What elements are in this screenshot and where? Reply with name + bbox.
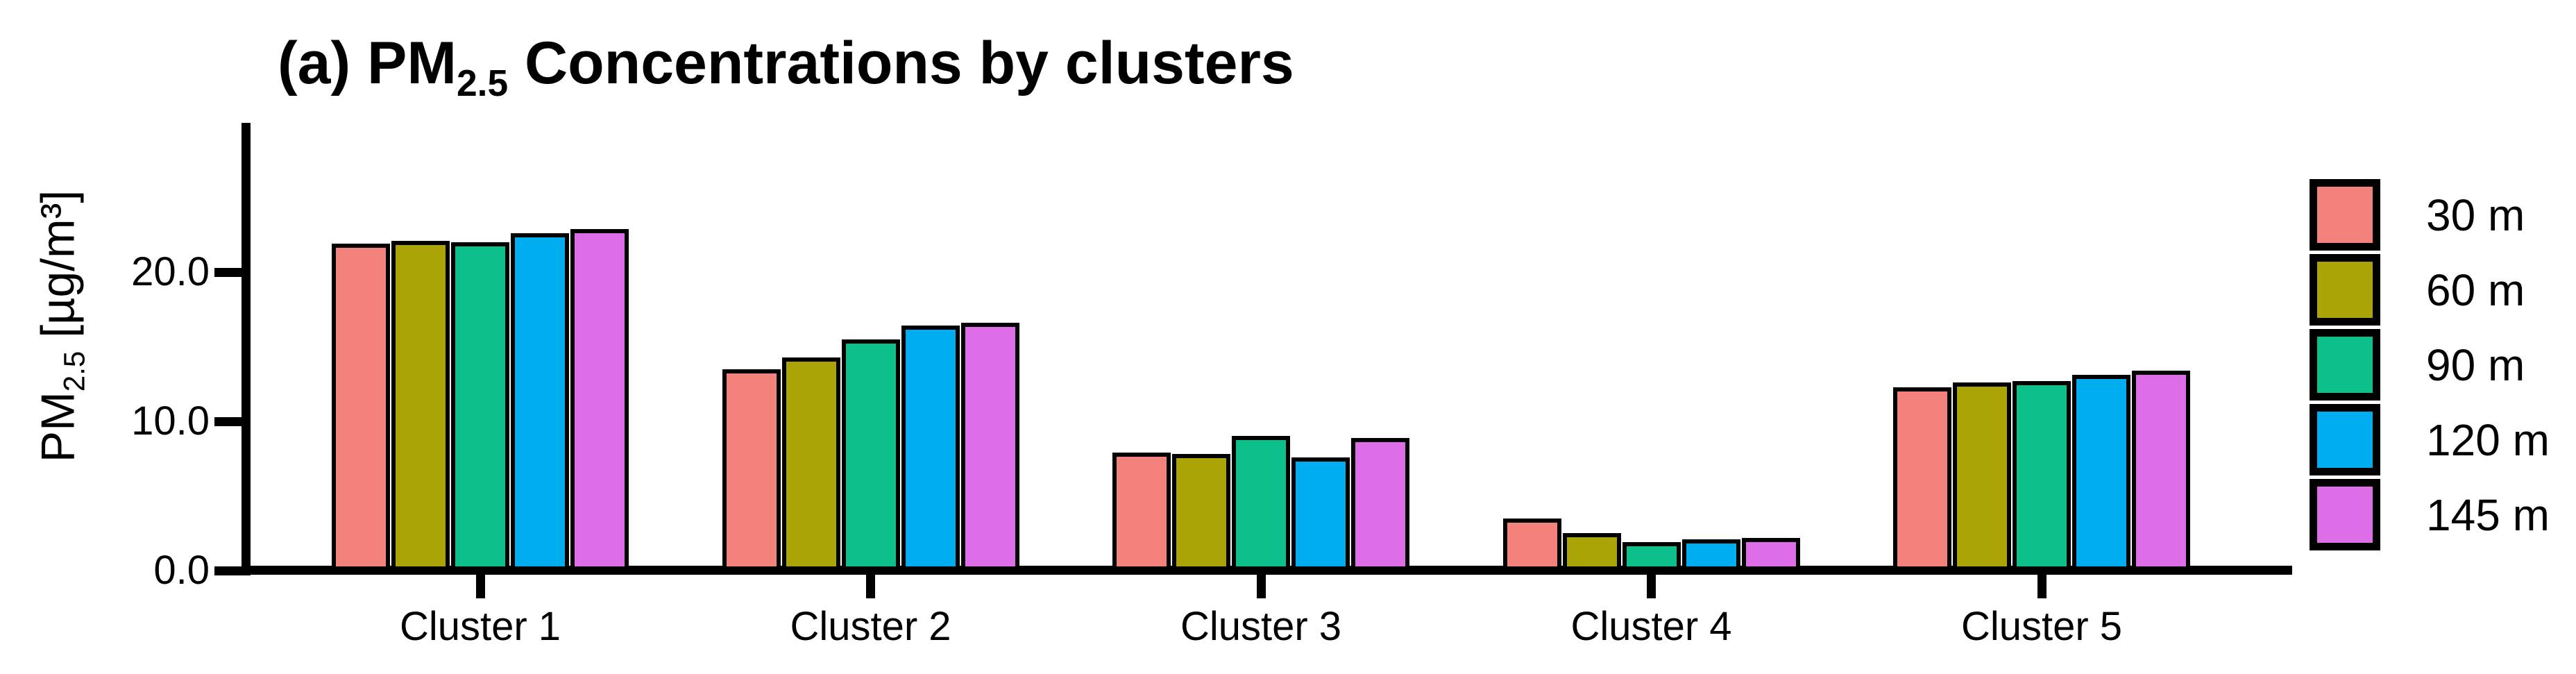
bar-cluster-5-90-m [2012, 381, 2071, 571]
y-tick-0 [214, 566, 246, 575]
bar-cluster-5-145-m [2132, 371, 2190, 571]
legend-swatch-120-m [2310, 404, 2380, 475]
chart-title-suffix: Concentrations by clusters [508, 30, 1294, 96]
legend-swatch-145-m [2310, 479, 2380, 550]
bar-cluster-4-30-m [1503, 519, 1561, 571]
x-tick-cluster-1 [475, 571, 485, 598]
bar-cluster-3-90-m [1232, 436, 1290, 571]
bar-cluster-5-120-m [2072, 375, 2130, 571]
bar-cluster-4-145-m [1742, 538, 1800, 571]
bar-cluster-3-145-m [1351, 438, 1409, 571]
x-tick-label-cluster-4: Cluster 4 [1570, 604, 1732, 649]
bar-cluster-5-30-m [1893, 387, 1951, 571]
bar-cluster-2-145-m [961, 323, 1019, 571]
legend-label-60-m: 60 m [2426, 264, 2525, 315]
legend-swatch-30-m [2310, 179, 2380, 251]
bar-cluster-2-90-m [842, 339, 900, 571]
bar-cluster-2-60-m [782, 357, 840, 571]
y-axis-line [242, 123, 251, 575]
bar-cluster-5-60-m [1953, 382, 2011, 571]
y-tick-label-0: 0.0 [153, 548, 210, 593]
x-tick-cluster-3 [1256, 571, 1266, 598]
bar-cluster-4-60-m [1563, 533, 1621, 571]
chart-title-prefix: (a) PM [278, 30, 457, 96]
bar-cluster-2-30-m [722, 369, 781, 571]
x-tick-cluster-2 [866, 571, 875, 598]
bar-cluster-3-60-m [1172, 454, 1230, 571]
y-tick-label-20: 20.0 [131, 249, 210, 294]
bar-cluster-4-90-m [1622, 542, 1681, 571]
y-tick-20 [214, 267, 246, 277]
x-tick-cluster-5 [2037, 571, 2047, 598]
legend-swatch-90-m [2310, 329, 2380, 401]
x-tick-cluster-4 [1647, 571, 1656, 598]
legend-swatch-60-m [2310, 254, 2380, 326]
legend-label-120-m: 120 m [2426, 414, 2550, 465]
x-tick-label-cluster-1: Cluster 1 [399, 604, 561, 649]
chart-title-subscript: 2.5 [457, 63, 509, 105]
bar-cluster-1-30-m [332, 244, 390, 571]
bar-cluster-1-145-m [570, 229, 629, 571]
chart-title: (a) PM2.5 Concentrations by clusters [278, 31, 1294, 105]
x-tick-label-cluster-3: Cluster 3 [1180, 604, 1342, 649]
bar-cluster-1-60-m [391, 241, 450, 571]
y-tick-10 [214, 416, 246, 426]
legend-label-145-m: 145 m [2426, 489, 2550, 540]
y-tick-label-10: 10.0 [131, 398, 210, 444]
x-tick-label-cluster-2: Cluster 2 [790, 604, 951, 649]
bar-cluster-3-120-m [1291, 457, 1350, 571]
x-tick-label-cluster-5: Cluster 5 [1960, 604, 2123, 649]
bar-cluster-4-120-m [1682, 539, 1740, 571]
legend-label-90-m: 90 m [2426, 339, 2525, 390]
bar-cluster-1-90-m [451, 242, 509, 571]
bar-cluster-1-120-m [511, 233, 569, 571]
legend-label-30-m: 30 m [2426, 189, 2525, 240]
bar-cluster-2-120-m [901, 326, 960, 571]
bar-cluster-3-30-m [1112, 453, 1171, 571]
